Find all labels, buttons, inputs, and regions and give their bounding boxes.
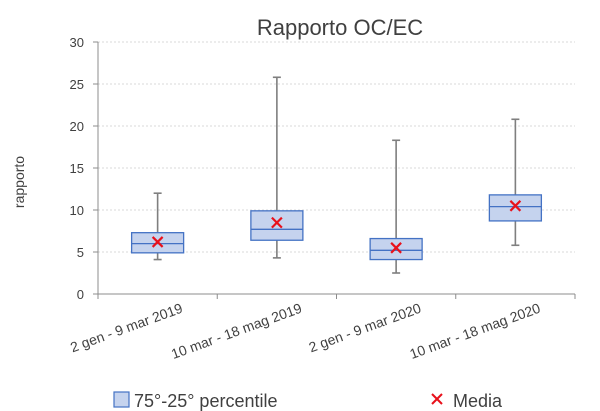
- box-group: [488, 118, 543, 247]
- mean-marker: [151, 236, 164, 248]
- y-tick-label: 15: [70, 161, 84, 176]
- mean-marker: [390, 242, 402, 254]
- x-category-label: 10 mar - 18 mag 2020: [407, 300, 542, 362]
- axes: [97, 42, 576, 299]
- y-tick-label: 25: [70, 77, 84, 92]
- y-tick-label: 5: [77, 245, 84, 260]
- x-category-label: 2 gen - 9 mar 2019: [68, 300, 185, 356]
- boxes: [130, 76, 543, 274]
- box-group: [369, 139, 423, 274]
- mean-marker: [509, 200, 522, 212]
- box-group: [250, 76, 304, 259]
- x-category-label: 10 mar - 18 mag 2019: [169, 300, 304, 362]
- y-tick-label: 30: [70, 35, 84, 50]
- chart-title: Rapporto OC/EC: [257, 15, 423, 40]
- y-tick-label: 10: [70, 203, 84, 218]
- mean-marker: [271, 216, 283, 229]
- legend: 75°-25° percentile Media: [113, 391, 503, 411]
- legend-box-swatch: [113, 391, 130, 408]
- y-tick-label: 0: [77, 287, 84, 302]
- legend-label-percentile: 75°-25° percentile: [134, 391, 277, 411]
- legend-x-marker: [431, 393, 443, 405]
- iqr-box: [250, 210, 304, 241]
- iqr-box: [488, 194, 543, 222]
- y-axis-ticks: 0 5 10 15 20 25 30: [70, 35, 98, 302]
- y-tick-label: 20: [70, 119, 84, 134]
- y-axis-label: rapporto: [11, 156, 27, 208]
- legend-label-mean: Media: [453, 391, 503, 411]
- x-category-label: 2 gen - 9 mar 2020: [307, 300, 424, 356]
- box-group: [130, 192, 185, 261]
